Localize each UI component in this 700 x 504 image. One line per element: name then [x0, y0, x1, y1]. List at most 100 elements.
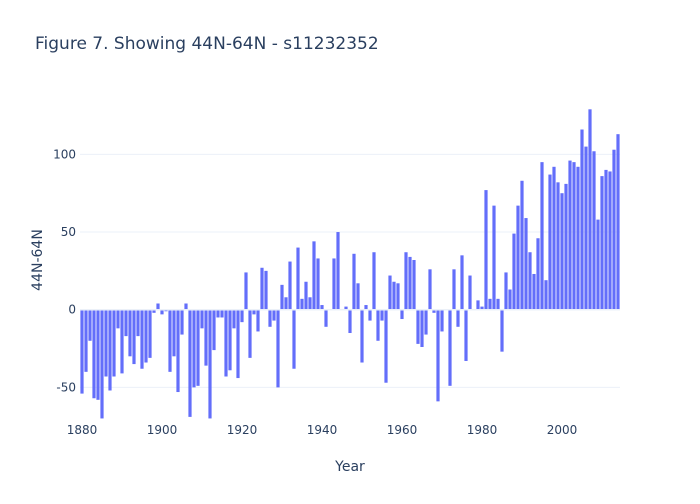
bar: [596, 219, 600, 310]
bar: [268, 309, 272, 327]
bar: [572, 162, 576, 310]
bar: [220, 309, 224, 318]
bar: [528, 252, 532, 310]
bar: [488, 298, 492, 310]
bar: [500, 309, 504, 352]
bar: [384, 309, 388, 383]
bar: [432, 309, 436, 313]
bar: [212, 309, 216, 351]
bar: [608, 171, 612, 310]
bar: [332, 258, 336, 310]
bar: [164, 309, 168, 312]
bar: [492, 205, 496, 310]
bar: [112, 309, 116, 377]
bar: [120, 309, 124, 374]
bar: [188, 309, 192, 417]
bar: [208, 309, 212, 419]
bar: [296, 247, 300, 310]
bar: [436, 309, 440, 402]
bar: [180, 309, 184, 335]
bar: [356, 283, 360, 310]
bar: [568, 160, 572, 310]
bar: [168, 309, 172, 372]
bar: [364, 305, 368, 310]
bar: [392, 281, 396, 310]
bar: [196, 309, 200, 386]
bar: [304, 281, 308, 310]
bar: [240, 309, 244, 323]
bar: [192, 309, 196, 388]
bar: [552, 166, 556, 310]
bar: [276, 309, 280, 388]
bar: [428, 269, 432, 310]
bar: [480, 306, 484, 310]
bar: [300, 298, 304, 310]
bar: [252, 309, 256, 315]
bar: [400, 309, 404, 320]
bar: [360, 309, 364, 363]
bar: [372, 252, 376, 310]
bar: [548, 174, 552, 310]
bar: [376, 309, 380, 341]
bar: [228, 309, 232, 371]
bar: [516, 205, 520, 310]
bar: [88, 309, 92, 341]
bar: [224, 309, 228, 377]
bar: [532, 273, 536, 310]
y-tick-label: 0: [68, 303, 76, 317]
bar: [124, 309, 128, 337]
bar: [496, 298, 500, 310]
bar: [200, 309, 204, 329]
y-axis-title: 44N-64N: [30, 229, 46, 291]
bar: [100, 309, 104, 419]
bar: [312, 241, 316, 310]
bar: [520, 180, 524, 310]
bar: [460, 255, 464, 310]
bar: [160, 309, 164, 315]
bar: [116, 309, 120, 329]
x-tick-label: 2000: [547, 423, 578, 437]
bar: [588, 109, 592, 310]
bar: [96, 309, 100, 400]
bar: [284, 297, 288, 310]
bar: [308, 297, 312, 310]
bar: [244, 272, 248, 310]
bar: [292, 309, 296, 369]
bar: [156, 303, 160, 310]
bar: [580, 129, 584, 310]
bar: [440, 309, 444, 332]
bar: [264, 270, 268, 310]
x-tick-label: 1920: [227, 423, 258, 437]
bar: [204, 309, 208, 366]
bar: [476, 300, 480, 310]
bar: [92, 309, 96, 399]
bar: [348, 309, 352, 334]
bar: [416, 309, 420, 344]
bar: [408, 256, 412, 310]
bar: [184, 303, 188, 310]
bar: [136, 309, 140, 337]
y-tick-label: 50: [61, 225, 76, 239]
bar: [316, 258, 320, 310]
bar: [272, 309, 276, 321]
bar: [456, 309, 460, 327]
bar: [216, 309, 220, 318]
bar: [484, 190, 488, 310]
x-tick-label: 1900: [147, 423, 178, 437]
bar: [504, 272, 508, 310]
x-tick-label: 1960: [387, 423, 418, 437]
bar: [380, 309, 384, 321]
bar: [108, 309, 112, 391]
x-tick-label: 1980: [467, 423, 498, 437]
bar: [612, 149, 616, 310]
x-tick-label: 1940: [307, 423, 338, 437]
bar: [544, 280, 548, 310]
bar: [524, 218, 528, 310]
bar: [248, 309, 252, 358]
bar: [368, 309, 372, 321]
bar: [132, 309, 136, 365]
bar: [536, 238, 540, 310]
bar: [352, 253, 356, 310]
bar: [104, 309, 108, 377]
